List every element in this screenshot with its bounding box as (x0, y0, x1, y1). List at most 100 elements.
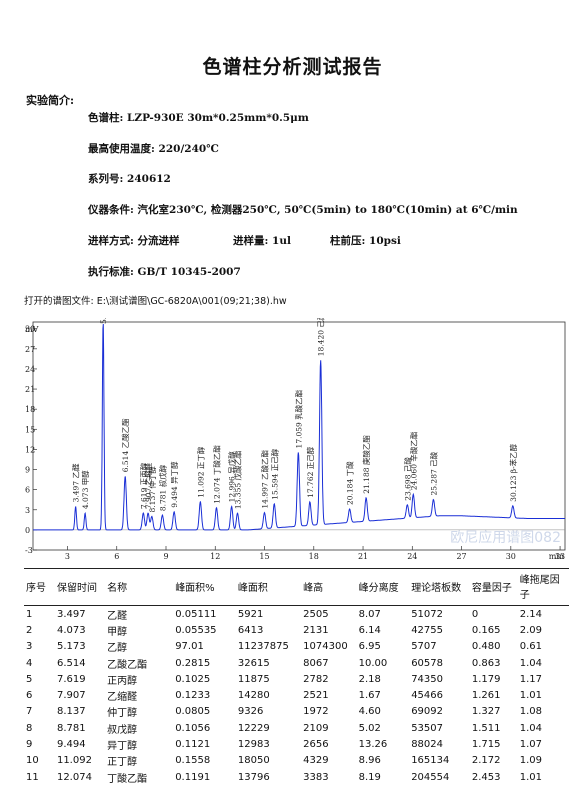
table-row: 5 7.619 正丙醇 0.1025 11875 2782 2.18 74350 1.179 1.… (24, 671, 569, 687)
table-cell: 0.480 (471, 641, 501, 653)
table-cell: 4.60 (358, 706, 381, 718)
table-cell: 6.14 (358, 624, 381, 636)
table-cell: 12229 (237, 722, 270, 734)
table-cell: 7 (26, 706, 33, 718)
table-row: 6 7.907 乙缩醛 0.1233 14280 2521 1.67 45466 1.261 1.… (24, 687, 569, 703)
table-row: 4 6.514 乙酸乙酯 0.2815 32615 8067 10.00 60578 0.863… (24, 655, 569, 671)
peak-label: 8.137 仲丁醇 (147, 466, 157, 513)
x-tick-label: 24 (407, 552, 417, 561)
table-cell: 3.497 (56, 608, 86, 620)
x-tick-label: 21 (358, 552, 368, 561)
header-retention-time: 保留时间 (54, 568, 106, 606)
table-cell: 42755 (411, 624, 443, 636)
table-cell: 0.1233 (175, 690, 211, 702)
table-cell: 2.172 (471, 755, 501, 767)
table-cell: 乙醇 (107, 643, 128, 655)
table-cell: 8 (26, 722, 33, 734)
table-cell: 1.17 (519, 673, 542, 685)
y-tick-label: 27 (25, 345, 35, 354)
peak-label: 11.092 正丁醇 (195, 446, 205, 498)
column-pressure-info: 柱前压: 10psi (330, 235, 401, 247)
table-cell: 乙缩醛 (107, 692, 138, 704)
table-cell: 13.26 (358, 739, 388, 751)
peak-label: 23.698 己酸 (402, 457, 412, 501)
table-cell: 3 (26, 641, 33, 653)
table-cell: 45466 (411, 690, 443, 702)
table-row: 3 5.173 乙醇 97.01 11237875 1074300 6.95 5707 0.48… (24, 639, 569, 655)
table-cell: 0.1025 (175, 673, 211, 685)
table-cell: 1.715 (471, 739, 501, 751)
y-tick-label: 0 (25, 526, 30, 535)
x-unit-label: min (549, 552, 564, 561)
table-cell: 叔戊醇 (107, 724, 138, 736)
table-cell: 2.09 (519, 624, 542, 636)
report-title: 色谱柱分析测试报告 (202, 56, 383, 78)
table-cell: 1.67 (358, 690, 381, 702)
table-cell: 1.01 (519, 690, 542, 702)
table-cell: 88024 (411, 739, 443, 751)
table-row: 8 8.781 叔戊醇 0.1056 12229 2109 5.02 53507 1.511 1.… (24, 720, 569, 736)
peak-label: 25.287 己酸 (428, 451, 438, 495)
x-tick-label: 30 (506, 552, 516, 561)
x-tick-label: 33 (555, 552, 565, 561)
table-cell: 165134 (411, 755, 450, 767)
table-cell: 8.781 (56, 722, 86, 734)
table-cell: 74350 (411, 673, 443, 685)
table-cell: 53507 (411, 722, 443, 734)
y-tick-label: -3 (25, 546, 33, 555)
table-cell: 32615 (237, 657, 270, 669)
table-cell: 13796 (237, 771, 270, 783)
x-tick-label: 18 (309, 552, 319, 561)
y-axis-label: mV (25, 325, 39, 334)
header-index: 序号 (24, 568, 55, 606)
table-cell: 1 (26, 608, 33, 620)
peak-label: 6.514 乙酸乙酯 (120, 418, 130, 472)
x-tick-label: 15 (259, 552, 269, 561)
table-cell: 60578 (411, 657, 443, 669)
y-tick-label: 12 (25, 445, 35, 454)
table-cell: 97.01 (175, 641, 204, 653)
plot-frame (32, 321, 566, 551)
table-cell: 5.173 (56, 641, 86, 653)
x-tick-label: 12 (210, 552, 220, 561)
table-cell: 2131 (303, 624, 329, 636)
table-row: 1 3.497 乙醛 0.05111 5921 2505 8.07 51072 0 2.14 (24, 606, 569, 623)
intro-label: 实验简介: (26, 94, 75, 107)
peak-label: 3.497 乙醛 (71, 463, 81, 502)
peak-label: 7.619 正丙醇 (138, 462, 148, 509)
table-cell: 乙醛 (107, 610, 128, 622)
header-area-percent: 峰面积% (173, 568, 236, 606)
table-cell: 0.1191 (175, 771, 211, 783)
table-cell: 2.14 (519, 608, 542, 620)
y-tick-label: 24 (25, 365, 35, 374)
table-cell: 1.01 (519, 771, 542, 783)
table-cell: 51072 (411, 608, 443, 620)
table-cell: 8.96 (358, 755, 381, 767)
x-tick-label: 6 (114, 552, 119, 561)
chromatogram-trace (33, 323, 565, 531)
y-tick-label: 6 (25, 486, 30, 495)
injection-volume-info: 进样量: 1ul (233, 235, 291, 247)
header-resolution: 峰分离度 (356, 568, 410, 606)
table-cell: 11875 (237, 673, 270, 685)
table-cell: 18050 (237, 755, 270, 767)
table-cell: 2.18 (358, 673, 381, 685)
table-cell: 11 (26, 771, 39, 783)
table-row: 2 4.073 甲醇 0.05535 6413 2131 6.14 42755 0.165 2.0… (24, 622, 569, 638)
standard-info: 执行标准: GB/T 10345-2007 (88, 266, 241, 278)
watermark-text: 欧尼应用谱图082 (450, 529, 561, 546)
table-cell: 2.453 (471, 771, 501, 783)
table-cell: 12983 (237, 739, 270, 751)
table-cell: 5707 (411, 641, 437, 653)
injection-mode-info: 进样方式: 分流进样 (88, 235, 180, 247)
table-cell: 8067 (303, 657, 329, 669)
peak-label: 15.594 正己醇 (269, 448, 279, 500)
table-cell: 11237875 (237, 641, 289, 653)
table-cell: 9.494 (56, 739, 86, 751)
peak-label: 17.762 正己醇 (305, 446, 315, 498)
table-row: 11 12.074 丁酸乙酯 0.1191 13796 3383 8.19 204554 2.4… (24, 769, 569, 785)
table-cell: 乙酸乙酯 (107, 659, 148, 671)
x-tick-label: 3 (65, 552, 70, 561)
table-cell: 1.07 (519, 739, 542, 751)
